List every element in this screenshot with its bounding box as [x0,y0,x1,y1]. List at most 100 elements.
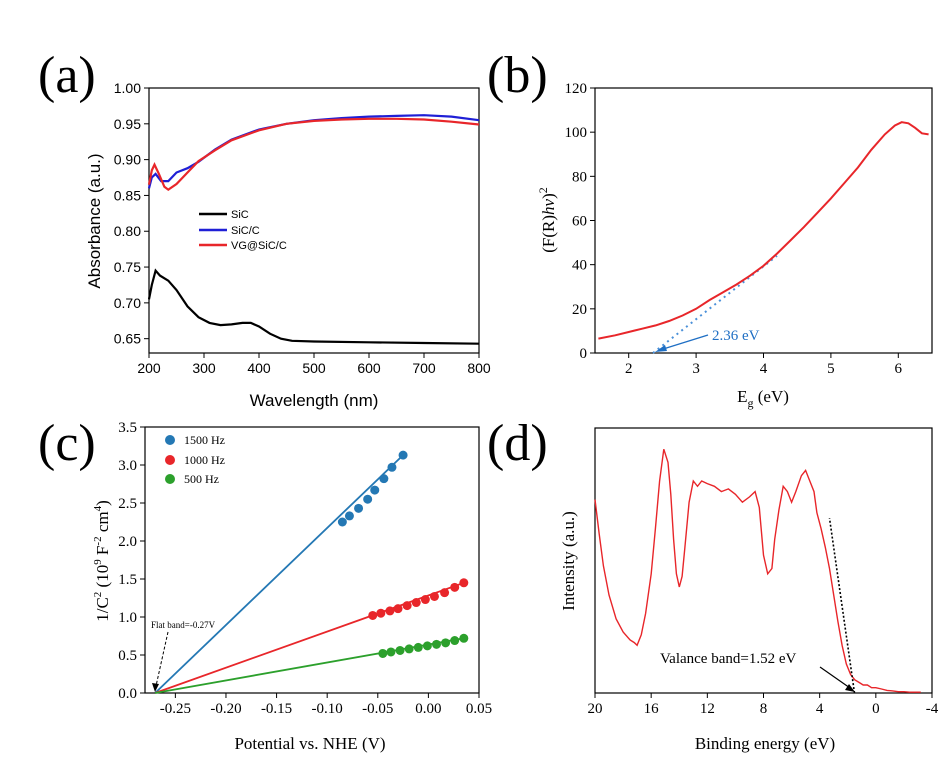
data-point [441,638,451,648]
x-tick-label: 0.05 [466,701,492,717]
y-tick-label: 120 [565,81,588,97]
panel-d: 20 16 12 8 4 0 -4 Binding energy (eV) Intensit… [559,427,939,753]
x-tick-label: 12 [700,701,715,717]
panel-b-x-label: Eg (eV) [737,387,789,410]
y-tick-label: 0.0 [118,686,137,702]
panel-a-x-ticks: 200 300 400 500 600 700 800 [137,353,491,376]
series-line [147,268,480,345]
panel-label-c: (c) [38,415,96,472]
data-point [402,601,412,611]
tangent-line [652,255,778,354]
data-point [450,636,460,646]
panel-a-y-label: Absorbance (a.u.) [85,153,104,288]
panel-c-y-label: 1/C2 (109 F-2 cm4) [92,500,112,622]
legend-label-1500: 1500 Hz [184,433,225,447]
panel-d-x-label: Binding energy (eV) [695,734,835,753]
panel-b-arrow-line [659,334,709,351]
data-point [378,648,388,658]
data-point [379,474,389,484]
panel-a: 200 300 400 500 600 700 800 0.650.700.750.800.… [85,80,491,410]
x-tick-label: 6 [895,361,903,377]
panel-c-annotation: Flat band=-0.27V [151,620,216,630]
y-tick-label: 40 [572,258,587,274]
data-point [459,633,469,643]
y-tick-label: 0.90 [114,152,141,168]
data-point [386,647,396,657]
y-tick-label: 100 [565,125,588,141]
panel-a-series [147,114,480,345]
legend-label-sic-c: SiC/C [231,225,260,237]
data-point [393,604,403,614]
panel-d-x-ticks: 20 16 12 8 4 0 -4 [588,693,939,717]
data-point [376,608,386,618]
panel-b-y-ticks: 0 20 40 60 80 100 120 [565,81,595,362]
data-point [385,606,395,616]
data-point [363,494,373,504]
series-line [594,448,921,693]
y-tick-label: 0.5 [118,648,137,664]
panel-a-legend: SiC SiC/C VG@SiC/C [199,209,287,252]
legend-marker-1000 [165,455,175,465]
data-point [354,503,364,513]
data-point [431,639,441,649]
data-point [429,591,439,601]
panel-c-y-ticks: 0.0 0.5 1.0 1.5 2.0 2.5 3.0 3.5 [118,420,145,702]
y-tick-label: 0.75 [114,259,141,275]
legend-marker-1500 [165,435,175,445]
panel-a-x-label: Wavelength (nm) [250,391,379,410]
legend-label-sic: SiC [231,209,249,221]
y-tick-label: 3.0 [118,458,137,474]
y-tick-label: 80 [572,169,587,185]
panel-b-frame [594,87,933,354]
tangent-line [828,517,856,694]
data-point [450,582,460,592]
data-point [370,485,380,495]
y-tick-label: 1.00 [114,80,141,96]
panel-label-a: (a) [38,47,96,104]
data-point [368,610,378,620]
fit-line [154,454,404,694]
panel-c-arrow [152,631,169,692]
panel-d-y-label: Intensity (a.u.) [559,511,578,611]
panel-b-arrow-head [655,345,667,352]
panel-c-x-label: Potential vs. NHE (V) [234,734,385,753]
panel-label-d: (d) [487,415,548,472]
x-tick-label: 300 [192,360,216,376]
y-tick-label: 0.70 [114,295,141,311]
y-tick-label: 60 [572,214,587,230]
panel-d-arrow-head [845,684,855,692]
x-tick-label: 4 [816,701,824,717]
x-tick-label: -0.20 [210,701,241,717]
y-tick-label: 1.5 [118,572,137,588]
x-tick-label: 3 [692,361,700,377]
panel-a-y-ticks: 0.65 0.70 0.75 0.80 0.85 0.90 0.95 1.00 [114,80,149,347]
panel-c-legend: 1500 Hz 1000 Hz 500 Hz [165,433,225,486]
data-point [413,642,423,652]
panel-d-arrow [819,666,855,692]
y-tick-label: 0 [580,346,588,362]
x-tick-label: 16 [644,701,660,717]
y-tick-label: 2.0 [118,534,137,550]
panel-b-y-label: (F(R)hν)2 [536,187,558,253]
legend-marker-500 [165,474,175,484]
series-line [147,114,480,189]
panel-c-arrow-head [152,683,159,692]
x-tick-label: 20 [588,701,603,717]
y-tick-label: 3.5 [118,420,137,436]
panel-b-annotation: 2.36 eV [712,328,760,344]
y-tick-label: 0.85 [114,187,141,203]
x-tick-label: 0.00 [415,701,441,717]
data-point [398,450,408,460]
data-point [344,511,354,521]
panel-d-arrow-line [819,666,851,689]
x-tick-label: 200 [137,360,161,376]
data-point [387,462,397,472]
y-tick-label: 0.80 [114,223,141,239]
x-tick-label: 600 [357,360,381,376]
data-point [395,645,405,655]
series-line [147,117,480,192]
x-tick-label: -0.25 [160,701,191,717]
y-tick-label: 20 [572,302,587,318]
